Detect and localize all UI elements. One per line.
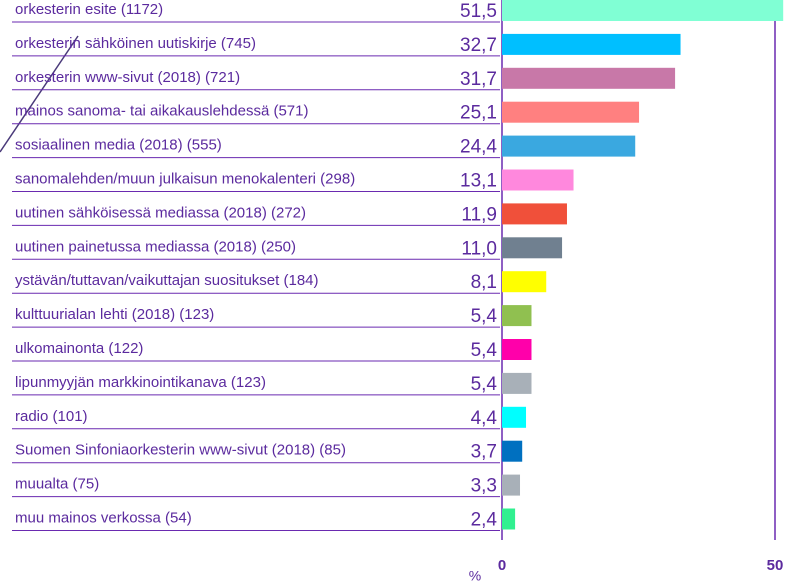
value-label: 25,1 bbox=[460, 103, 497, 124]
value-label: 11,9 bbox=[461, 204, 497, 225]
bar bbox=[502, 237, 563, 259]
decorative-line bbox=[0, 35, 79, 153]
category-label: sosiaalinen media (2018) (555) bbox=[15, 137, 222, 154]
value-label: 11,0 bbox=[461, 238, 497, 259]
value-label: 51,5 bbox=[460, 1, 497, 22]
value-label: 32,7 bbox=[460, 35, 497, 56]
category-label: kulttuurialan lehti (2018) (123) bbox=[15, 306, 214, 323]
bar bbox=[502, 33, 681, 55]
x-tick-label: 50 bbox=[767, 557, 784, 574]
bar bbox=[502, 101, 640, 123]
category-label: ulkomainonta (122) bbox=[15, 340, 143, 357]
bar bbox=[502, 169, 574, 191]
value-label: 5,4 bbox=[471, 306, 498, 327]
bar bbox=[502, 474, 521, 496]
category-label: orkesterin esite (1172) bbox=[15, 1, 163, 18]
bar bbox=[502, 271, 547, 293]
category-label: mainos sanoma- tai aikakauslehdessä (571… bbox=[15, 103, 309, 120]
category-label: muualta (75) bbox=[15, 476, 99, 493]
value-label: 4,4 bbox=[471, 408, 498, 429]
bar bbox=[502, 67, 676, 89]
bar bbox=[502, 203, 567, 225]
value-label: 31,7 bbox=[460, 69, 497, 90]
bar bbox=[502, 372, 532, 394]
bar bbox=[502, 0, 784, 21]
category-label: orkesterin www-sivut (2018) (721) bbox=[15, 69, 240, 86]
category-label: ystävän/tuttavan/vaikuttajan suositukset… bbox=[15, 272, 319, 289]
value-label: 3,3 bbox=[471, 476, 497, 497]
category-label: muu mainos verkossa (54) bbox=[15, 509, 192, 526]
bar bbox=[502, 339, 532, 360]
bar bbox=[502, 440, 523, 462]
category-label: radio (101) bbox=[15, 408, 88, 425]
bar bbox=[502, 135, 636, 157]
bar bbox=[502, 305, 532, 327]
value-label: 8,1 bbox=[471, 272, 497, 293]
value-label: 3,7 bbox=[471, 442, 497, 463]
value-label: 5,4 bbox=[471, 374, 498, 395]
category-label: uutinen painetussa mediassa (2018) (250) bbox=[15, 238, 296, 255]
value-label: 13,1 bbox=[460, 171, 497, 192]
value-label: 5,4 bbox=[471, 340, 498, 361]
category-label: sanomalehden/muun julkaisun menokalenter… bbox=[15, 170, 355, 187]
x-tick-label: 0 bbox=[498, 557, 506, 574]
category-label: lipunmyyjän markkinointikanava (123) bbox=[15, 374, 266, 391]
value-label: 2,4 bbox=[471, 510, 498, 531]
category-label: uutinen sähköisessä mediassa (2018) (272… bbox=[15, 204, 306, 221]
category-label: orkesterin sähköinen uutiskirje (745) bbox=[15, 35, 256, 52]
bar bbox=[502, 406, 527, 428]
value-label: 24,4 bbox=[460, 137, 497, 158]
x-axis-label: % bbox=[469, 568, 481, 584]
category-label: Suomen Sinfoniaorkesterin www-sivut (201… bbox=[15, 442, 346, 459]
bar bbox=[502, 508, 516, 530]
